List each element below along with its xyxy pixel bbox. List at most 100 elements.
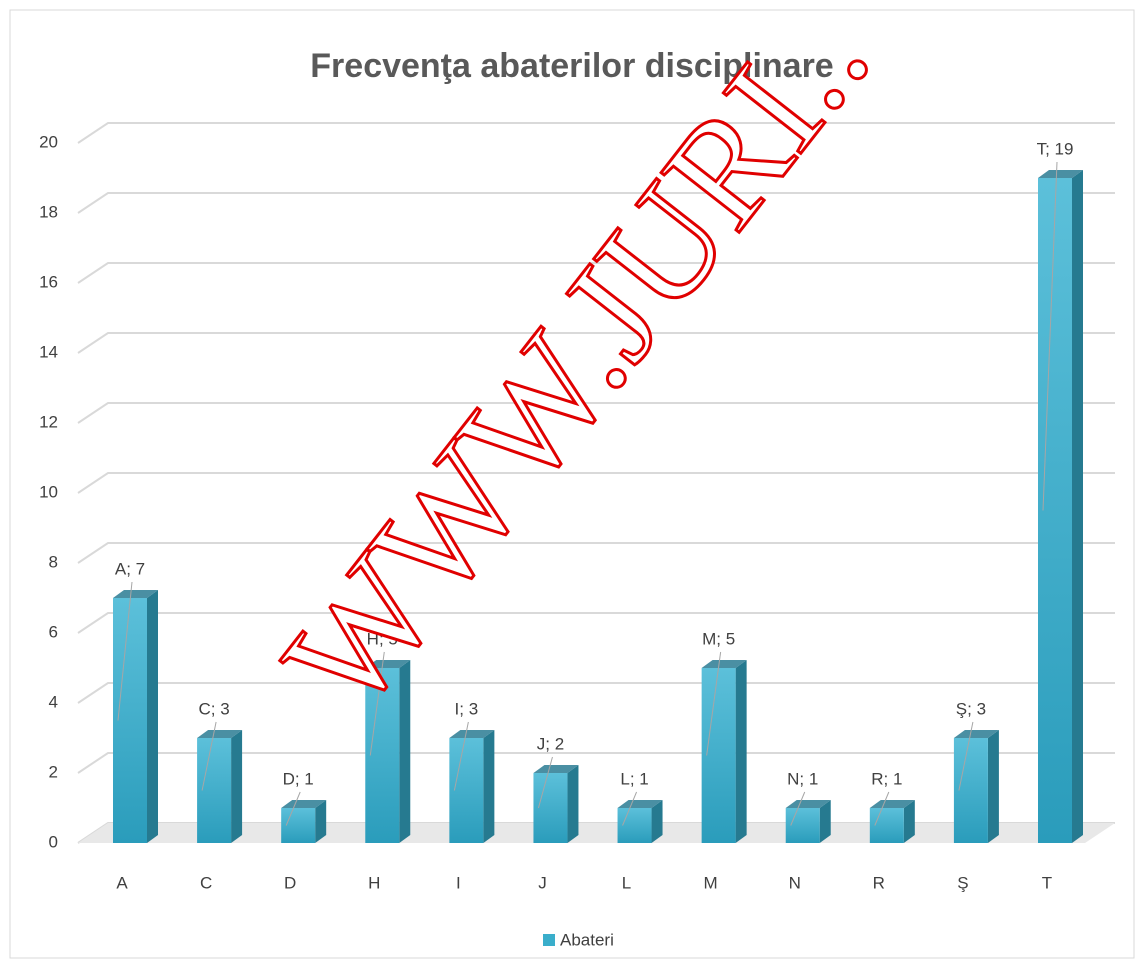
bar-side [483,730,495,843]
bar-front [197,738,232,843]
bar [533,765,579,843]
x-tick-label: I [456,873,461,892]
bar [953,730,999,843]
bar-top [1038,170,1083,178]
data-label: N; 1 [787,769,818,788]
legend-label: Abateri [560,930,614,949]
x-tick-label: Ş [957,873,968,892]
bar-top [533,765,579,773]
y-tick-label: 20 [39,132,58,151]
bar-top [617,800,663,808]
leader-line [622,791,638,826]
bar [617,800,663,843]
bar-side [735,660,747,843]
bar [1038,170,1083,843]
data-label: H; 5 [367,629,398,648]
data-label: M; 5 [702,629,735,648]
data-label: C; 3 [198,699,229,718]
bar-front [533,773,568,843]
bar-front [869,808,904,843]
data-label: Ş; 3 [956,699,986,718]
bar-top [197,730,243,738]
leader-line [706,651,722,756]
y-tick-label: 16 [39,272,58,291]
leader-line [1042,161,1058,511]
grid-line [77,332,1115,354]
data-label: I; 3 [455,699,479,718]
legend-swatch [543,934,555,946]
bar [281,800,327,843]
grid-line [77,542,1115,564]
y-tick-label: 18 [39,202,58,221]
leader-line [453,721,469,791]
data-label: D; 1 [283,769,314,788]
x-tick-label: N [789,873,801,892]
bar-side [231,730,243,843]
grid-line [77,192,1115,214]
y-tick-label: 0 [49,832,58,851]
grid-line [77,612,1115,634]
leader-line [369,651,385,756]
bar-top [281,800,327,808]
bar [449,730,495,843]
bar-front [365,668,400,843]
bar-front [701,668,736,843]
bar-top [953,730,999,738]
leader-line [201,721,217,791]
grid-line [77,402,1115,424]
bar [197,730,243,843]
x-tick-label: T [1042,873,1052,892]
data-label: J; 2 [537,734,564,753]
bar-side [1072,170,1083,843]
bar-side [315,800,327,843]
y-tick-label: 14 [39,342,58,361]
leader-line [958,721,974,791]
bar-top [449,730,495,738]
bar-top [701,660,747,668]
x-tick-label: J [538,873,547,892]
bar [365,660,411,843]
bar-top [869,800,915,808]
x-tick-label: D [284,873,296,892]
chart-title: Frecvenţa abaterilor disciplinare [310,47,833,85]
y-tick-label: 4 [49,692,58,711]
y-tick-label: 6 [49,622,58,641]
x-tick-label: L [622,873,631,892]
data-label: L; 1 [620,769,648,788]
bar-side [147,590,158,843]
data-label: R; 1 [871,769,902,788]
leader-line [537,756,553,809]
bar-front [953,738,988,843]
grid-line [77,122,1115,144]
y-tick-label: 12 [39,412,58,431]
bar [785,800,831,843]
grid-line [77,262,1115,284]
bar-front [785,808,820,843]
data-label: A; 7 [115,559,145,578]
bar-top [113,590,158,598]
bar-side [903,800,915,843]
bar-front [281,808,316,843]
floor [78,823,1115,843]
bar-top [365,660,411,668]
leader-line [874,791,890,826]
grid-line [77,752,1115,774]
x-tick-label: R [873,873,885,892]
bar-side [819,800,831,843]
bar-side [399,660,411,843]
y-tick-label: 2 [49,762,58,781]
x-tick-label: M [704,873,718,892]
bar [701,660,747,843]
y-tick-label: 10 [39,482,58,501]
x-tick-label: A [116,873,128,892]
leader-line [790,791,806,826]
y-tick-label: 8 [49,552,58,571]
x-tick-label: H [368,873,380,892]
bar [869,800,915,843]
bar-side [651,800,663,843]
bar [113,590,158,843]
bar-front [617,808,652,843]
grid-line [77,682,1115,704]
bar-top [785,800,831,808]
